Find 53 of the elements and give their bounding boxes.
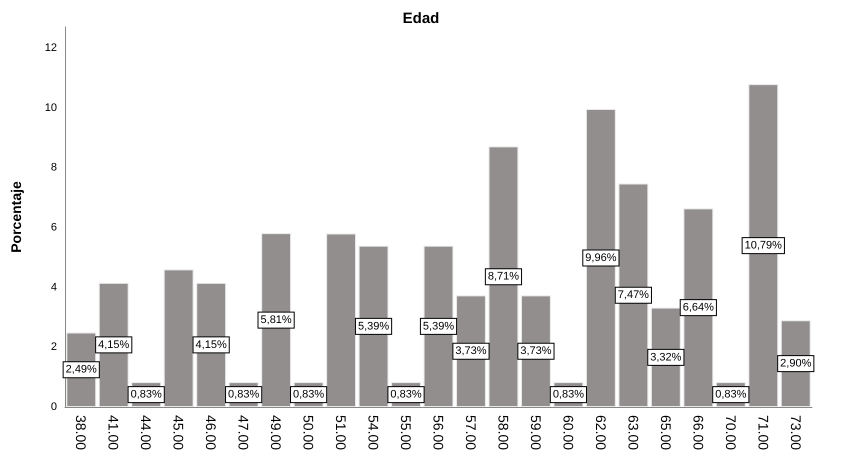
x-tick-label: 46.00 xyxy=(203,415,220,450)
data-label: 4,15% xyxy=(98,338,130,351)
x-tick-label: 60.00 xyxy=(560,415,576,450)
chart-title: Edad xyxy=(402,10,440,27)
x-tick-label: 47.00 xyxy=(236,415,252,450)
data-label: 0,83% xyxy=(390,388,422,401)
data-label: 5,81% xyxy=(260,314,292,326)
x-tick-label: 45.00 xyxy=(170,415,187,450)
data-label: 6,64% xyxy=(682,302,714,314)
x-tick-label: 63.00 xyxy=(625,415,642,450)
data-label: 0,83% xyxy=(292,388,324,401)
x-tick-label: 71.00 xyxy=(755,415,772,450)
x-tick-label: 59.00 xyxy=(528,415,544,450)
x-tick-label: 73.00 xyxy=(788,415,804,450)
y-tick-label: 0 xyxy=(50,401,57,413)
data-label: 3,32% xyxy=(650,351,682,364)
y-tick-label: 4 xyxy=(50,281,57,294)
data-label: 3,73% xyxy=(455,345,487,358)
data-label: 0,83% xyxy=(228,388,260,401)
data-label: 10,79% xyxy=(744,240,782,252)
x-tick-label: 65.00 xyxy=(658,415,674,450)
x-tick-label: 54.00 xyxy=(366,415,382,450)
y-tick-label: 6 xyxy=(50,221,57,234)
y-tick-label: 8 xyxy=(50,162,57,174)
x-tick-label: 70.00 xyxy=(722,415,739,450)
data-label: 5,39% xyxy=(358,320,390,332)
data-label: 3,73% xyxy=(520,345,552,358)
x-tick-label: 56.00 xyxy=(430,415,446,450)
data-label: 0,83% xyxy=(715,388,747,401)
x-tick-label: 62.00 xyxy=(592,415,609,450)
x-tick-label: 57.00 xyxy=(462,415,479,450)
data-label: 5,39% xyxy=(422,320,454,332)
data-label: 2,90% xyxy=(780,358,812,370)
x-tick-label: 38.00 xyxy=(73,415,90,450)
data-label: 7,47% xyxy=(618,289,650,302)
y-tick-label: 10 xyxy=(44,102,57,114)
y-axis-title: Porcentaje xyxy=(8,180,24,253)
data-label: 0,83% xyxy=(130,388,162,401)
x-tick-label: 44.00 xyxy=(138,415,154,450)
x-tick-label: 41.00 xyxy=(106,415,122,450)
y-tick-label: 2 xyxy=(50,341,57,354)
x-tick-label: 58.00 xyxy=(495,415,512,450)
y-tick-label: 12 xyxy=(44,42,57,54)
data-label: 0,83% xyxy=(552,388,584,401)
x-tick-label: 51.00 xyxy=(333,415,350,450)
x-tick-label: 49.00 xyxy=(268,415,284,450)
x-tick-label: 66.00 xyxy=(690,415,706,450)
x-tick-label: 55.00 xyxy=(398,415,414,450)
data-label: 4,15% xyxy=(196,338,227,351)
x-tick-label: 50.00 xyxy=(300,415,317,450)
data-label: 9,96% xyxy=(585,252,617,264)
data-label: 8,71% xyxy=(488,270,520,283)
data-label: 2,49% xyxy=(66,364,98,376)
